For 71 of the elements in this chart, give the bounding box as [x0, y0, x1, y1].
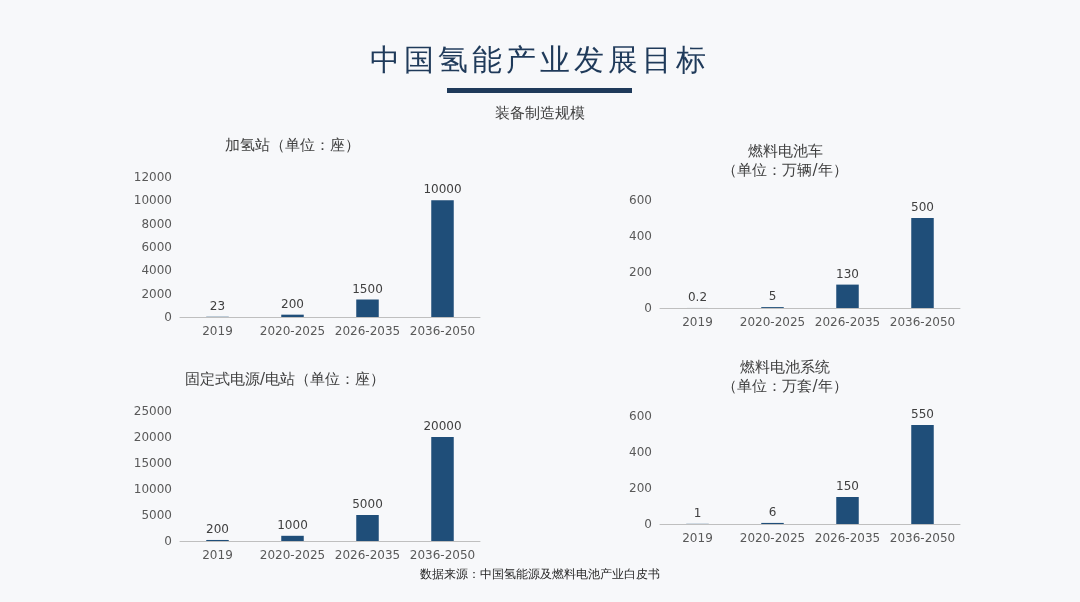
bar	[836, 284, 859, 308]
data-label: 20000	[423, 419, 462, 433]
x-tick-label: 2036-2050	[889, 531, 956, 545]
data-label: 1	[693, 505, 702, 520]
bar	[911, 425, 934, 524]
chart-title: 燃料电池车	[747, 141, 823, 160]
y-tick-label: 600	[629, 193, 652, 207]
data-label: 5000	[352, 497, 383, 511]
data-label: 1500	[352, 281, 383, 296]
x-tick-label: 2036-2050	[409, 324, 476, 338]
y-tick-label: 15000	[133, 456, 172, 470]
x-tick-label: 2020-2025	[739, 531, 806, 545]
x-tick-label: 2026-2035	[814, 531, 881, 545]
y-tick-label: 10000	[133, 193, 172, 208]
data-label: 1000	[277, 517, 308, 532]
x-tick-label: 2020-2025	[259, 548, 326, 562]
bar	[356, 515, 379, 541]
x-tick-label: 2019	[202, 324, 233, 338]
data-label: 6	[768, 504, 777, 519]
y-tick-label: 5000	[141, 508, 172, 522]
y-tick-label: 600	[629, 409, 652, 423]
x-tick-label: 2019	[202, 548, 233, 562]
data-label: 5	[768, 289, 777, 304]
x-tick-label: 2026-2035	[334, 324, 401, 338]
bar	[431, 200, 454, 317]
chart-subtitle: （单位：万套/年）	[722, 376, 848, 395]
y-tick-label: 10000	[133, 482, 172, 496]
data-label: 10000	[423, 182, 462, 197]
y-tick-label: 6000	[141, 240, 172, 254]
x-tick-label: 2026-2035	[334, 548, 401, 562]
x-tick-label: 2019	[682, 315, 713, 329]
x-tick-label: 2020-2025	[259, 324, 326, 338]
y-tick-label: 0	[164, 534, 172, 548]
bar	[356, 299, 379, 317]
y-tick-label: 200	[629, 265, 652, 279]
data-label: 500	[911, 200, 934, 214]
text: 装备制造规模	[494, 104, 586, 123]
bar	[281, 535, 304, 541]
data-label: 23	[209, 298, 226, 313]
text: 中国氢能产业发展目标	[369, 41, 711, 79]
source-note: 数据来源：中国氢能源及燃料电池产业白皮书	[419, 566, 661, 583]
x-tick-label: 2020-2025	[739, 315, 806, 329]
y-tick-label: 4000	[141, 263, 172, 278]
y-tick-label: 400	[629, 229, 652, 243]
y-tick-label: 400	[629, 445, 652, 459]
bar	[911, 218, 934, 308]
y-tick-label: 25000	[133, 404, 172, 418]
y-tick-label: 0	[164, 310, 172, 324]
data-label: 200	[206, 521, 229, 536]
chart-subtitle: （单位：万辆/年）	[722, 160, 848, 179]
chart-title: 加氢站（单位：座）	[225, 135, 360, 154]
data-label: 130	[836, 266, 859, 281]
y-tick-label: 0	[644, 517, 652, 531]
y-tick-label: 8000	[141, 216, 172, 231]
data-label: 150	[836, 479, 859, 493]
y-tick-label: 0	[644, 301, 652, 315]
x-tick-label: 2026-2035	[814, 315, 881, 329]
x-tick-label: 2036-2050	[409, 548, 476, 562]
y-tick-label: 20000	[133, 430, 172, 444]
data-label: 0.2	[687, 289, 708, 304]
chart-title: 燃料电池系统	[740, 357, 830, 376]
data-label: 200	[281, 296, 304, 311]
y-tick-label: 2000	[141, 286, 172, 301]
bar	[836, 497, 859, 524]
x-tick-label: 2036-2050	[889, 315, 956, 329]
bar	[431, 437, 454, 541]
y-tick-label: 12000	[133, 170, 172, 184]
data-label: 550	[911, 407, 934, 421]
chart-title: 固定式电源/电站（单位：座）	[185, 369, 386, 388]
x-tick-label: 2019	[682, 531, 713, 545]
y-tick-label: 200	[629, 481, 652, 495]
